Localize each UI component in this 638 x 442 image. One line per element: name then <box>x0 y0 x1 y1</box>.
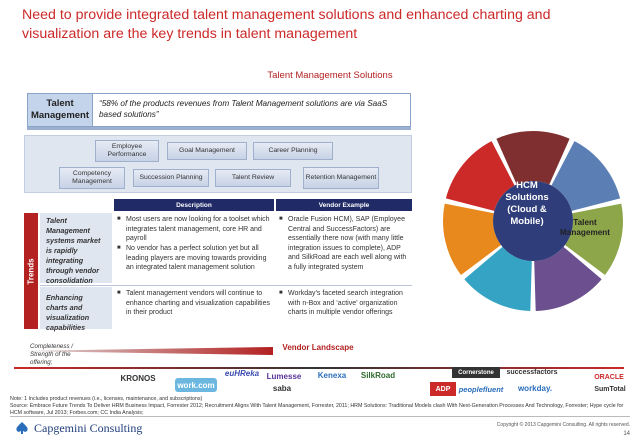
vendor-example-header: Vendor Example <box>276 199 412 211</box>
wheel-segment <box>443 203 501 275</box>
bullet-icon: ■ <box>117 245 121 251</box>
vendor-axis <box>14 367 624 369</box>
talent-quote: “58% of the products revenues from Talen… <box>93 93 411 127</box>
wheel-segment <box>445 141 515 211</box>
footnotes: Note: 1 Includes product revenues (i.e.,… <box>10 396 630 417</box>
copyright: Copyright © 2013 Capgemini Consulting. A… <box>496 422 630 428</box>
logo-euhreka: euHReka <box>224 368 260 378</box>
talent-management-label: Talent Management <box>27 93 93 127</box>
wheel-segment <box>551 141 621 211</box>
completeness-arrow <box>20 347 273 355</box>
wheel-center <box>493 181 573 261</box>
bullet-icon: ■ <box>117 290 121 296</box>
vendor-landscape-label: Vendor Landscape <box>282 343 354 352</box>
source-text: Source: Embrace Future Trends To Deliver… <box>10 403 624 416</box>
trend-label-2: Enhancing charts and visualization capab… <box>40 287 112 332</box>
brand-name: Capgemini Consulting <box>34 420 143 435</box>
bullet-icon: ■ <box>279 216 283 222</box>
wheel-segment <box>565 203 623 275</box>
note-text: Note: 1 Includes product revenues (i.e.,… <box>10 396 203 402</box>
quote-shadow <box>27 127 411 130</box>
trend-label-1: Talent Management systems market is rapi… <box>40 213 112 285</box>
description-header: Description <box>114 199 274 211</box>
logo-workday: workday. <box>517 383 553 393</box>
bullet-icon: ■ <box>117 216 121 222</box>
footer-divider <box>10 416 630 417</box>
completeness-label: Completeness / Strength of the offering; <box>30 343 73 366</box>
logo-work-com: work.com <box>175 378 217 392</box>
page-number: 14 <box>623 431 630 437</box>
trend-1-vendor-example: ■ Oracle Fusion HCM), SAP (Employee Centr… <box>279 216 407 271</box>
logo-cornerstone: Cornerstone <box>452 367 500 378</box>
section-title: Talent Management Solutions <box>267 70 393 81</box>
logo-sumtotal: SumTotal <box>594 385 626 393</box>
trend-2-description-1: ■ Talent management vendors will continue… <box>117 290 270 316</box>
hcm-solutions-label: HCM Solutions (Cloud & Mobile) <box>505 180 549 227</box>
wheel-segment <box>534 246 602 311</box>
logo-saba: saba <box>272 383 292 393</box>
hcm-wheel <box>443 131 623 311</box>
row-divider <box>40 285 412 286</box>
trend-2-vendor-example: ■ Workday’s faceted search integration wi… <box>279 290 403 316</box>
wheel-talent-label: Talent Management <box>559 218 611 237</box>
trends-side-label: Trends <box>24 213 38 329</box>
logo-kronos: KRONOS <box>120 373 156 383</box>
bullet-icon: ■ <box>279 290 283 296</box>
brand-logo: Capgemini Consulting <box>14 419 214 437</box>
logo-silkroad: SilkRoad <box>360 370 396 380</box>
category-goal-management: Goal Management <box>167 142 247 160</box>
logo-successfactors: successfactors <box>506 369 558 376</box>
category-competency-management: Competency Management <box>59 167 125 189</box>
category-retention-management: Retention Management <box>303 167 379 189</box>
logo-adp: ADP <box>430 382 456 396</box>
logo-kenexa: Kenexa <box>317 370 347 380</box>
logo-peoplefluent: peoplefluent <box>458 384 504 394</box>
slide-title: Need to provide integrated talent manage… <box>22 7 551 42</box>
category-employee-performance: Employee Performance <box>95 140 159 162</box>
logo-oracle: ORACLE <box>594 374 624 381</box>
spade-icon <box>16 422 28 434</box>
trend-1-description-2: ■ No vendor has a perfect solution yet bu… <box>117 245 267 271</box>
category-talent-review: Talent Review <box>215 169 291 187</box>
category-career-planning: Career Planning <box>253 142 333 160</box>
wheel-segment <box>496 131 570 185</box>
logo-lumesse: Lumesse <box>266 371 302 381</box>
category-panel: Employee Performance Goal Management Car… <box>24 135 412 193</box>
wheel-segment <box>464 246 532 311</box>
trend-1-description-1: ■ Most users are now looking for a toolse… <box>117 216 270 242</box>
category-succession-planning: Succession Planning <box>133 169 209 187</box>
